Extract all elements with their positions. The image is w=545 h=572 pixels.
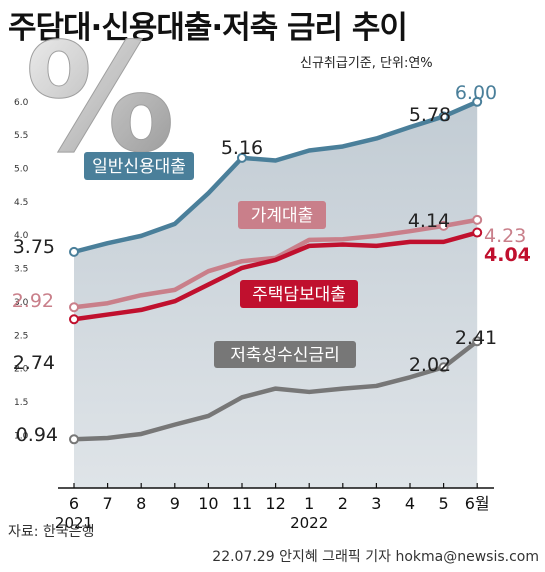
chart-subtitle: 신규취급기준, 단위:연% xyxy=(300,56,433,71)
data-label: 2.92 xyxy=(12,290,54,312)
y-tick-label: 5.0 xyxy=(14,165,29,175)
series-name-label: 일반신용대출 xyxy=(92,157,186,177)
data-point-marker xyxy=(472,227,483,238)
series-name-box xyxy=(238,201,326,229)
y-tick-label: 4.5 xyxy=(14,198,28,208)
y-tick-label: 4.0 xyxy=(14,231,29,241)
data-point-marker xyxy=(69,314,79,325)
data-point-marker xyxy=(237,152,247,163)
series-name-box xyxy=(84,152,194,180)
data-label: 3.75 xyxy=(13,236,55,258)
year-label: 2022 xyxy=(290,514,328,532)
series-name-label: 저축성수신금리 xyxy=(230,346,339,366)
data-label: 5.78 xyxy=(409,104,451,126)
data-point-marker xyxy=(472,336,483,347)
x-tick-label: 6월 xyxy=(465,494,490,513)
y-tick-label: 3.5 xyxy=(14,265,28,275)
data-point-marker xyxy=(69,434,79,445)
data-label: 5.16 xyxy=(221,137,263,159)
y-tick-label: 1.0 xyxy=(14,431,29,441)
data-point-marker xyxy=(438,362,449,373)
data-label: 0.94 xyxy=(16,424,58,446)
x-tick-label: 10 xyxy=(198,494,218,513)
chart-title: 주담대·신용대출·저축 금리 추이 xyxy=(8,10,408,46)
data-point-marker xyxy=(438,220,449,231)
series-line xyxy=(71,230,480,322)
data-label: 4.14 xyxy=(408,210,450,232)
data-point-marker xyxy=(472,214,483,225)
x-tick-label: 5 xyxy=(439,494,449,513)
data-label: 4.23 xyxy=(484,225,526,247)
series-line xyxy=(71,339,480,442)
data-label: 4.04 xyxy=(484,244,531,266)
series-line xyxy=(71,99,480,255)
x-tick-label: 8 xyxy=(136,494,146,513)
y-tick-label: 5.5 xyxy=(14,131,28,141)
x-tick-label: 3 xyxy=(371,494,381,513)
series-name-box xyxy=(214,341,356,368)
x-tick-label: 1 xyxy=(304,494,314,513)
data-point-marker xyxy=(438,111,449,122)
series-name-label: 주택담보대출 xyxy=(252,285,346,305)
x-tick-label: 6 xyxy=(69,494,79,513)
y-tick-label: 2.0 xyxy=(14,365,29,375)
data-label: 2.41 xyxy=(455,327,497,349)
credit-note: 22.07.29 안지혜 그래픽 기자 hokma@newsis.com xyxy=(212,549,539,565)
x-tick-label: 7 xyxy=(103,494,113,513)
series-name-label: 가계대출 xyxy=(251,206,314,226)
series-name-box xyxy=(240,280,358,308)
data-point-marker xyxy=(472,96,483,107)
x-tick-label: 11 xyxy=(232,494,252,513)
data-label: 2.74 xyxy=(13,352,55,374)
data-label: 6.00 xyxy=(455,82,497,104)
source-note: 자료: 한국은행 xyxy=(8,524,95,540)
x-tick-label: 9 xyxy=(170,494,180,513)
x-tick-label: 12 xyxy=(265,494,285,513)
y-tick-label: 6.0 xyxy=(14,98,29,108)
y-tick-label: 3.0 xyxy=(14,298,29,308)
data-point-marker xyxy=(69,302,79,313)
x-tick-label: 4 xyxy=(405,494,415,513)
data-label: 2.02 xyxy=(409,354,451,376)
data-point-marker xyxy=(69,246,79,257)
y-tick-label: 2.5 xyxy=(14,331,28,341)
year-label: 2021 xyxy=(55,514,93,532)
x-tick-label: 2 xyxy=(338,494,348,513)
y-tick-label: 1.5 xyxy=(14,398,28,408)
